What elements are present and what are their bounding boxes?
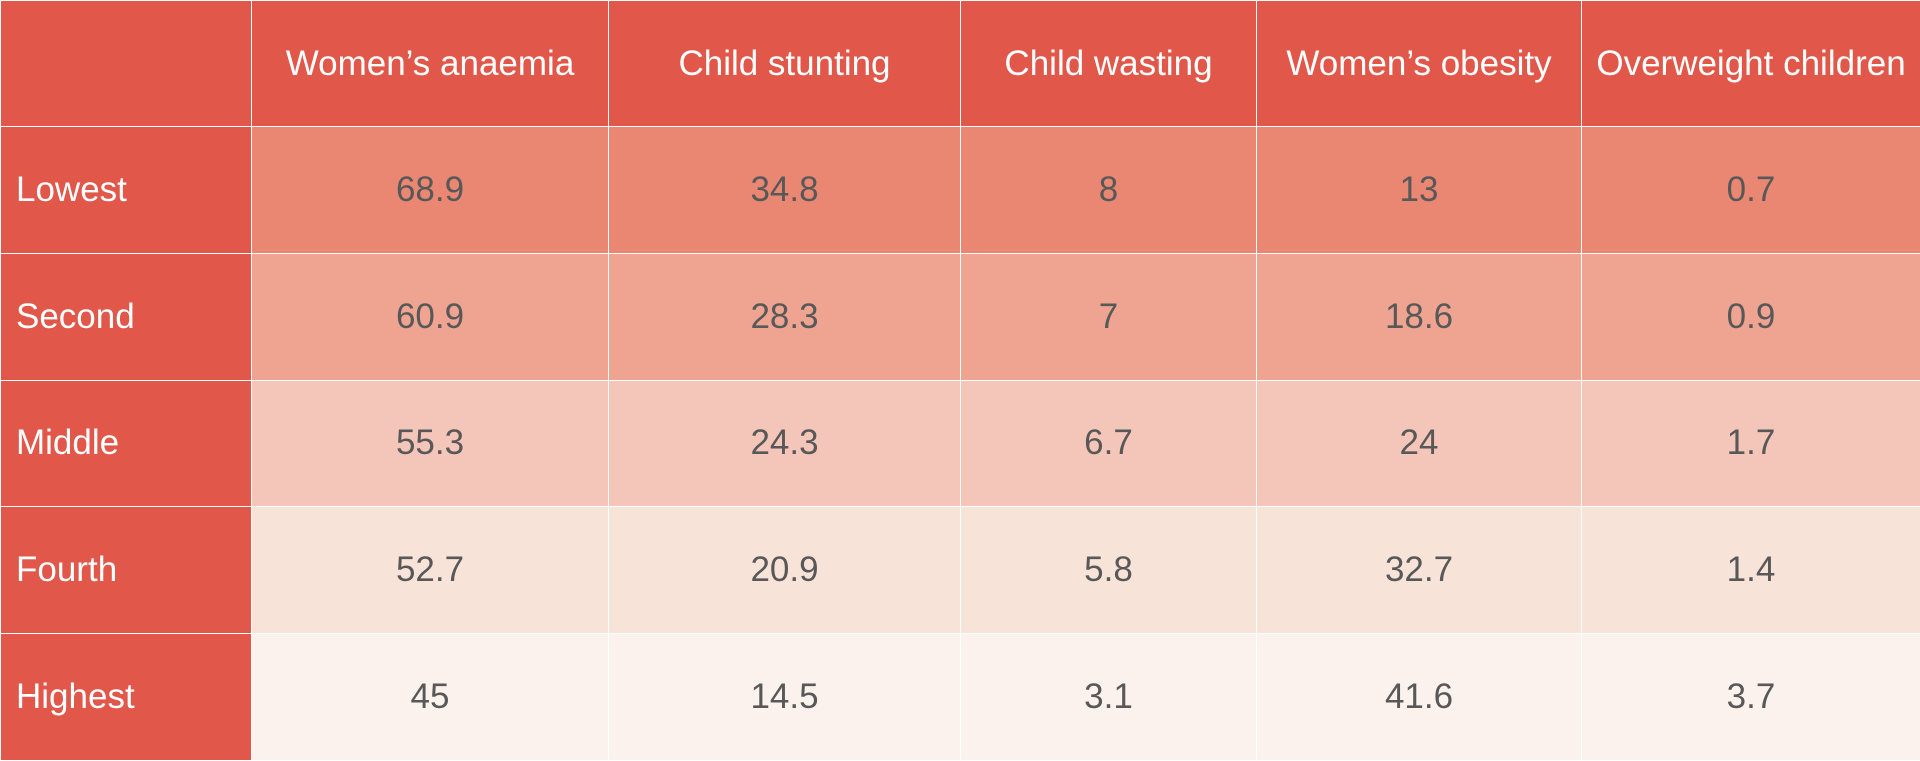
value-cell: 24 <box>1257 380 1582 507</box>
value-cell: 20.9 <box>609 507 961 634</box>
value-cell: 32.7 <box>1257 507 1582 634</box>
column-header-womens-obesity: Women’s obesity <box>1257 1 1582 127</box>
value-cell: 45 <box>252 634 609 761</box>
value-cell: 8 <box>961 127 1257 254</box>
value-cell: 5.8 <box>961 507 1257 634</box>
row-label: Lowest <box>1 127 252 254</box>
value-cell: 7 <box>961 253 1257 380</box>
value-cell: 1.7 <box>1582 380 1920 507</box>
header-row: Women’s anaemia Child stunting Child was… <box>1 1 1920 127</box>
row-label: Middle <box>1 380 252 507</box>
row-label: Fourth <box>1 507 252 634</box>
value-cell: 52.7 <box>252 507 609 634</box>
value-cell: 18.6 <box>1257 253 1582 380</box>
value-cell: 24.3 <box>609 380 961 507</box>
value-cell: 60.9 <box>252 253 609 380</box>
value-cell: 13 <box>1257 127 1582 254</box>
value-cell: 0.9 <box>1582 253 1920 380</box>
value-cell: 68.9 <box>252 127 609 254</box>
value-cell: 3.1 <box>961 634 1257 761</box>
value-cell: 6.7 <box>961 380 1257 507</box>
value-cell: 14.5 <box>609 634 961 761</box>
value-cell: 41.6 <box>1257 634 1582 761</box>
value-cell: 1.4 <box>1582 507 1920 634</box>
row-label: Highest <box>1 634 252 761</box>
column-header-womens-anaemia: Women’s anaemia <box>252 1 609 127</box>
value-cell: 0.7 <box>1582 127 1920 254</box>
column-header-child-wasting: Child wasting <box>961 1 1257 127</box>
column-header-child-stunting: Child stunting <box>609 1 961 127</box>
value-cell: 3.7 <box>1582 634 1920 761</box>
value-cell: 28.3 <box>609 253 961 380</box>
column-header-overweight-children: Overweight children <box>1582 1 1920 127</box>
value-cell: 34.8 <box>609 127 961 254</box>
row-label: Second <box>1 253 252 380</box>
corner-cell <box>1 1 252 127</box>
value-cell: 55.3 <box>252 380 609 507</box>
